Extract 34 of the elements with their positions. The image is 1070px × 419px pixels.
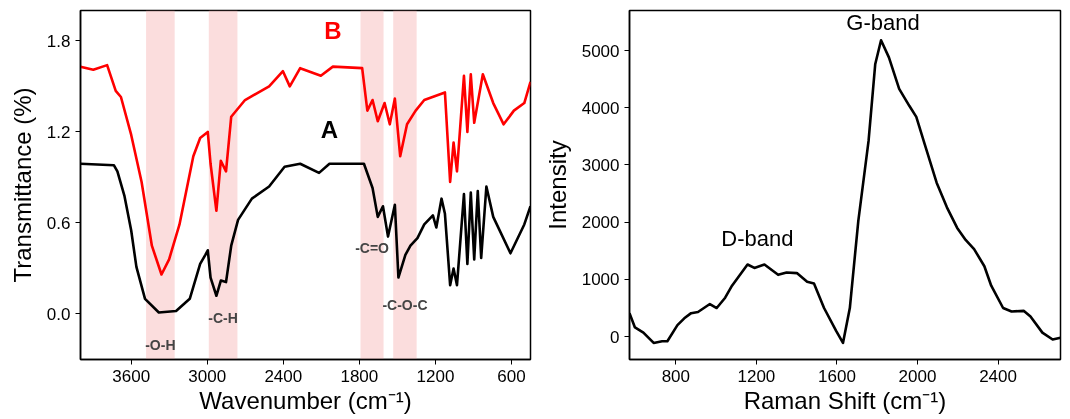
y-tick-label: 2000 — [581, 213, 620, 233]
y-tick-label: 1.2 — [46, 122, 71, 142]
annotation: D-band — [721, 226, 794, 252]
x-tick-label: 1200 — [416, 366, 455, 386]
band-label: -C-H — [208, 309, 238, 326]
series-label: A — [320, 116, 339, 144]
x-tick-label: 800 — [661, 366, 691, 386]
y-axis-title: Transmittance (%) — [8, 87, 36, 283]
x-axis-title: Raman Shift (cm⁻¹) — [743, 386, 947, 414]
x-tick-label: 2400 — [979, 366, 1017, 386]
band-label: -C=O — [355, 239, 390, 256]
annotation: G-band — [846, 9, 920, 35]
x-tick-label: 1600 — [818, 366, 856, 386]
band-label: -O-H — [145, 336, 176, 353]
x-tick-label: 3000 — [188, 366, 227, 386]
x-axis-title: Wavenumber (cm⁻¹) — [199, 386, 412, 414]
y-tick-label: 1.8 — [46, 31, 71, 51]
band-label: -C-O-C — [382, 296, 428, 313]
x-tick-label: 600 — [497, 366, 526, 386]
y-tick-label: 0 — [610, 327, 620, 347]
y-tick-label: 0.6 — [46, 213, 71, 233]
x-tick-label: 2000 — [898, 366, 937, 386]
y-tick-label: 0.0 — [46, 304, 71, 324]
x-tick-label: 3600 — [112, 366, 151, 386]
y-tick-label: 5000 — [581, 41, 620, 61]
line-series — [80, 63, 531, 276]
y-axis-title: Intensity — [543, 140, 571, 230]
x-tick-label: 1200 — [737, 366, 776, 386]
y-tick-label: 3000 — [581, 155, 620, 175]
y-tick-label: 1000 — [581, 270, 620, 290]
x-tick-label: 1800 — [340, 366, 379, 386]
x-tick-label: 2400 — [264, 366, 303, 386]
y-tick-label: 4000 — [581, 98, 620, 118]
series-label: B — [324, 17, 342, 45]
